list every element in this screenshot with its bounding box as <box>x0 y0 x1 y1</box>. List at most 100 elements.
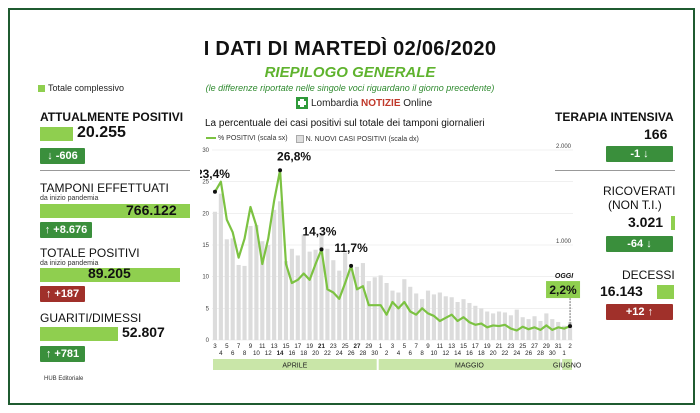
x-tick-label: 5 <box>225 343 229 350</box>
bar <box>520 317 525 340</box>
legend-line-item: % POSITIVI (scala sx) <box>206 135 288 143</box>
page-title: I DATI DI MARTEDÌ 02/06/2020 <box>203 38 497 60</box>
legend-total: Totale complessivo <box>38 83 124 93</box>
x-tick-label: 20 <box>312 350 319 357</box>
x-tick-label: 30 <box>371 350 378 357</box>
logo-text-right: Online <box>403 97 433 109</box>
y-left-tick-label: 0 <box>206 338 210 344</box>
y-left-tick-label: 5 <box>206 306 210 312</box>
x-tick-label: 10 <box>253 350 260 357</box>
bar <box>295 255 300 340</box>
bar <box>402 279 407 340</box>
totale-delta: +187 <box>54 288 80 300</box>
x-tick-label: 30 <box>549 350 556 357</box>
month-label: APRILE <box>282 363 307 370</box>
annotation-label: 26,8% <box>277 149 311 163</box>
bar <box>390 290 395 340</box>
bar <box>354 266 360 340</box>
y-left-tick-label: 10 <box>202 275 209 281</box>
totale-label: TOTALE POSITIVI <box>40 246 140 260</box>
x-tick-label: 8 <box>243 350 247 357</box>
month-label: MAGGIO <box>455 363 484 370</box>
x-tick-label: 19 <box>306 343 313 350</box>
x-tick-label: 18 <box>478 350 485 357</box>
bar <box>248 226 253 340</box>
totale-bar <box>40 268 180 282</box>
bar <box>425 290 431 340</box>
bar <box>319 232 324 340</box>
x-tick-label: 15 <box>460 343 467 350</box>
bar <box>242 265 247 340</box>
bar <box>272 209 277 340</box>
x-tick-label: 9 <box>249 343 253 350</box>
x-tick-label: 29 <box>543 343 550 350</box>
bar <box>343 252 348 340</box>
x-tick-label: 24 <box>336 350 343 357</box>
annotated-point <box>212 189 217 194</box>
x-tick-label: 1 <box>562 350 566 357</box>
tamponi-delta-badge: ↑ +8.676 <box>40 222 92 238</box>
ti-value: 166 <box>644 126 668 142</box>
annotation-label: 23,4% <box>200 167 230 181</box>
annotated-point <box>278 168 283 173</box>
logo-text-mid: NOTIZIE <box>361 97 401 109</box>
x-tick-label: 28 <box>359 350 366 357</box>
legend-bar-label: N. NUOVI CASI POSITIVI (scala dx) <box>305 135 419 143</box>
x-tick-label: 27 <box>354 343 361 350</box>
month-label: GIUGNO <box>553 363 582 370</box>
brand-logo: Lombardia NOTIZIE Online <box>296 97 432 109</box>
x-tick-label: 7 <box>414 343 418 350</box>
x-tick-label: 23 <box>330 343 337 350</box>
x-tick-label: 15 <box>283 343 290 350</box>
bar <box>384 283 389 340</box>
x-tick-label: 8 <box>420 350 424 357</box>
x-tick-label: 9 <box>426 343 430 350</box>
dec-delta-badge: +12 ↑ <box>606 304 673 320</box>
oggi-box <box>546 281 581 299</box>
bar <box>301 234 306 340</box>
divider <box>555 170 675 171</box>
x-tick-label: 4 <box>397 350 401 357</box>
month-band <box>378 359 561 370</box>
source-credit: HUB Editoriale <box>44 376 84 382</box>
legend-bar-swatch <box>295 135 304 143</box>
x-tick-label: 16 <box>288 350 295 357</box>
annotated-point <box>319 247 324 252</box>
x-tick-label: 25 <box>519 343 526 350</box>
month-band <box>213 359 377 370</box>
x-tick-label: 2 <box>568 343 572 350</box>
x-tick-label: 12 <box>265 350 272 357</box>
totale-sub: da inizio pandemia <box>40 260 99 267</box>
x-tick-label: 14 <box>277 350 284 357</box>
x-tick-label: 4 <box>219 350 223 357</box>
oggi-value: 2,2% <box>549 283 577 297</box>
totale-value: 89.205 <box>88 265 131 281</box>
legend-line-label: % POSITIVI (scala sx) <box>218 135 288 142</box>
dec-bar <box>657 285 674 299</box>
totale-delta-badge: ↑ +187 <box>40 286 85 302</box>
x-tick-label: 10 <box>430 350 437 357</box>
y-right-tick-label: 2.000 <box>556 144 572 150</box>
x-tick-label: 27 <box>531 343 538 350</box>
bar <box>491 313 496 340</box>
ric-bar <box>671 216 675 230</box>
x-tick-label: 16 <box>466 350 473 357</box>
oggi-label: OGGI <box>555 273 574 280</box>
positivi-bar <box>40 127 73 141</box>
positivi-value: 20.255 <box>77 124 126 141</box>
guariti-delta: +781 <box>54 348 80 360</box>
x-tick-label: 1 <box>379 343 383 350</box>
ti-label: TERAPIA INTENSIVA <box>555 110 674 124</box>
x-tick-label: 19 <box>484 343 491 350</box>
ric-delta: -64 <box>627 238 644 250</box>
ric-label-2: (NON T.I.) <box>608 198 662 212</box>
bar <box>260 241 265 340</box>
legend-line-swatch <box>206 137 216 140</box>
x-tick-label: 2 <box>385 350 389 357</box>
legend-swatch <box>38 84 45 92</box>
bar <box>331 260 336 340</box>
legend-bar-item: N. NUOVI CASI POSITIVI (scala dx) <box>295 135 419 143</box>
bar <box>277 201 283 340</box>
tamponi-sub: da inizio pandemia <box>40 195 99 202</box>
annotation-label: 14,3% <box>302 224 336 238</box>
